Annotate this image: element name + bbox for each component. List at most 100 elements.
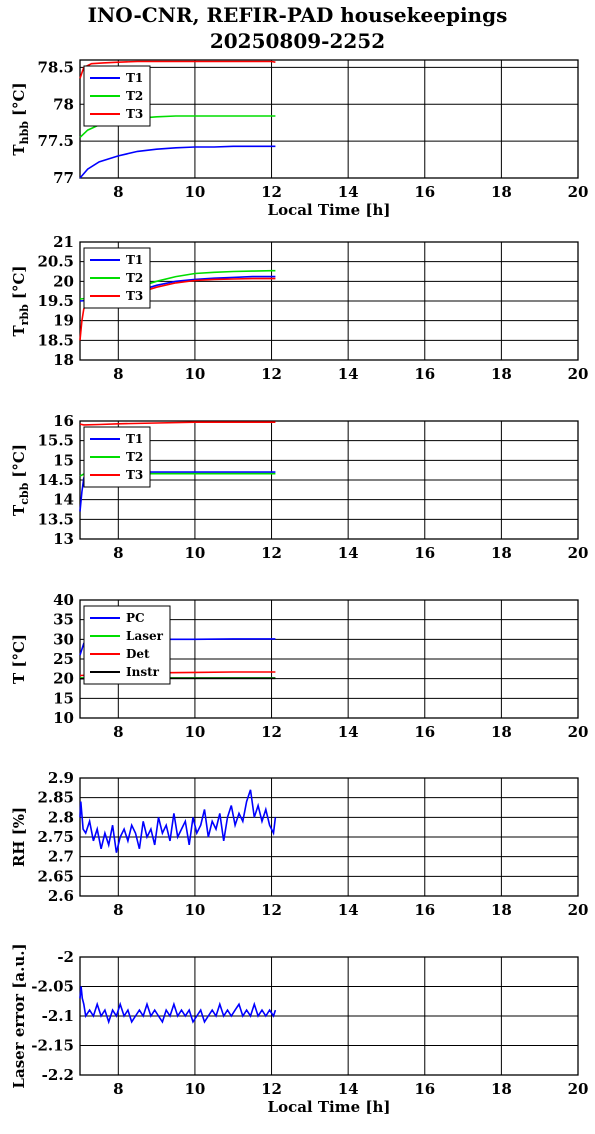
y-tick-label: 19 bbox=[53, 312, 74, 330]
y-axis-label: T [°C] bbox=[10, 634, 28, 684]
y-tick-label: 15 bbox=[53, 451, 74, 469]
y-tick-label: 77.5 bbox=[37, 132, 74, 150]
y-tick-label: -2.1 bbox=[42, 1007, 74, 1025]
y-tick-label: 20.5 bbox=[37, 253, 74, 271]
x-tick-label: 10 bbox=[184, 365, 205, 383]
y-tick-label: 14.5 bbox=[37, 471, 74, 489]
y-tick-label: 2.6 bbox=[48, 887, 74, 905]
chart-panel-6: 8 10 12 14 16 18 20 -2 -2.05 -2.1 -2.15 -2.2 Laser e… bbox=[10, 943, 588, 1116]
x-tick-label: 10 bbox=[184, 723, 205, 741]
y-tick-label: 2.85 bbox=[37, 789, 74, 807]
y-tick-label: 78.5 bbox=[37, 58, 74, 76]
x-tick-label: 20 bbox=[568, 544, 589, 562]
x-tick-label: 18 bbox=[491, 544, 512, 562]
y-tick-label: 10 bbox=[53, 709, 74, 727]
x-tick-label: 16 bbox=[414, 723, 435, 741]
series-line-data bbox=[79, 789, 277, 853]
legend-label: T3 bbox=[126, 468, 143, 482]
y-tick-label: 21 bbox=[53, 233, 74, 251]
y-tick-label: 78 bbox=[53, 95, 74, 113]
y-axis-label: Tcbb[°C] bbox=[10, 444, 31, 516]
chart-panel-1: 8 10 12 14 16 18 20 77 77.5 78 78.5 Thbb[°C] Local T… bbox=[10, 58, 588, 219]
legend-label: Instr bbox=[126, 665, 160, 679]
legend-label: T1 bbox=[126, 432, 143, 446]
x-tick-label: 20 bbox=[568, 1080, 589, 1098]
legend-label: T1 bbox=[126, 71, 143, 85]
x-tick-label: 8 bbox=[113, 901, 123, 919]
x-tick-label: 16 bbox=[414, 544, 435, 562]
y-tick-label: 15.5 bbox=[37, 432, 74, 450]
y-tick-label: 30 bbox=[53, 630, 74, 648]
series-line-data bbox=[79, 986, 277, 1025]
legend-label: T2 bbox=[126, 89, 143, 103]
x-tick-label: 14 bbox=[338, 183, 359, 201]
y-tick-label: 18.5 bbox=[37, 331, 74, 349]
y-tick-label: 2.8 bbox=[48, 808, 74, 826]
x-tick-label: 16 bbox=[414, 365, 435, 383]
x-tick-label: 18 bbox=[491, 901, 512, 919]
y-tick-label: 15 bbox=[53, 689, 74, 707]
plot-frame bbox=[79, 956, 579, 1076]
y-tick-label: 77 bbox=[53, 169, 74, 187]
y-tick-label: 16 bbox=[53, 412, 74, 430]
x-tick-label: 8 bbox=[113, 544, 123, 562]
x-tick-label: 10 bbox=[184, 183, 205, 201]
x-tick-label: 18 bbox=[491, 365, 512, 383]
y-tick-label: 18 bbox=[53, 351, 74, 369]
x-tick-label: 18 bbox=[491, 723, 512, 741]
legend-label: T1 bbox=[126, 253, 143, 267]
legend-label: T2 bbox=[126, 271, 143, 285]
title-line-1: INO-CNR, REFIR-PAD housekeepings bbox=[87, 3, 508, 27]
y-axis-label: Trbb[°C] bbox=[10, 266, 31, 337]
y-tick-label: 40 bbox=[53, 591, 74, 609]
y-tick-label: -2.2 bbox=[42, 1066, 74, 1084]
x-tick-label: 14 bbox=[338, 901, 359, 919]
legend-label: T3 bbox=[126, 289, 143, 303]
y-tick-label: 2.7 bbox=[48, 848, 74, 866]
y-axis-label: RH [%] bbox=[10, 807, 28, 867]
x-tick-label: 12 bbox=[261, 723, 282, 741]
x-tick-label: 8 bbox=[113, 183, 123, 201]
x-tick-label: 12 bbox=[261, 183, 282, 201]
x-tick-label: 14 bbox=[338, 365, 359, 383]
legend: T1 T2 T3 bbox=[83, 426, 151, 488]
x-tick-label: 8 bbox=[113, 365, 123, 383]
x-tick-label: 20 bbox=[568, 183, 589, 201]
y-tick-label: 14 bbox=[53, 491, 74, 509]
y-axis-label: Laser error [a.u.] bbox=[10, 943, 28, 1088]
legend-label: Laser bbox=[126, 629, 164, 643]
x-tick-label: 20 bbox=[568, 365, 589, 383]
x-tick-label: 18 bbox=[491, 1080, 512, 1098]
x-axis-label: Local Time [h] bbox=[268, 201, 391, 219]
series-line-t3 bbox=[79, 421, 276, 426]
y-axis-label: Thbb[°C] bbox=[10, 82, 31, 155]
y-tick-label: 20 bbox=[53, 272, 74, 290]
plot-frame bbox=[79, 777, 579, 897]
x-tick-label: 10 bbox=[184, 1080, 205, 1098]
series-line-t3 bbox=[79, 60, 276, 79]
y-tick-label: 2.65 bbox=[37, 867, 74, 885]
x-tick-label: 10 bbox=[184, 901, 205, 919]
x-tick-label: 12 bbox=[261, 544, 282, 562]
legend: T1 T2 T3 bbox=[83, 65, 151, 127]
x-tick-label: 8 bbox=[113, 1080, 123, 1098]
x-tick-label: 20 bbox=[568, 901, 589, 919]
legend-label: T3 bbox=[126, 107, 143, 121]
plot-frame bbox=[79, 599, 579, 719]
y-tick-label: 2.9 bbox=[48, 769, 74, 787]
y-tick-label: 25 bbox=[53, 650, 74, 668]
legend: PC Laser Det Instr bbox=[83, 605, 171, 685]
legend-label: Det bbox=[126, 647, 150, 661]
y-tick-label: 35 bbox=[53, 611, 74, 629]
plot-frame bbox=[79, 420, 579, 540]
chart-panel-3: 8 10 12 14 16 18 201313.51414.51515.516Tcbb[°C… bbox=[10, 412, 588, 562]
y-tick-label: 19.5 bbox=[37, 292, 74, 310]
x-tick-label: 14 bbox=[338, 1080, 359, 1098]
y-tick-label: 2.75 bbox=[37, 828, 74, 846]
legend-label: T2 bbox=[126, 450, 143, 464]
x-axis-label: Local Time [h] bbox=[268, 1098, 391, 1116]
legend: T1 T2 T3 bbox=[83, 247, 151, 309]
y-tick-label: 20 bbox=[53, 670, 74, 688]
